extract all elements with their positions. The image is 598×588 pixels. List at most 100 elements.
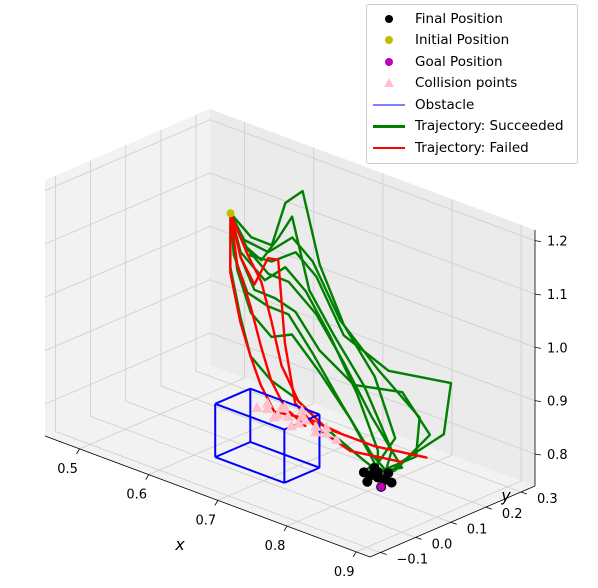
legend-handle bbox=[373, 141, 405, 155]
y-tick-label: 0.3 bbox=[537, 492, 558, 507]
y-tick bbox=[485, 506, 492, 510]
y-axis-line bbox=[369, 485, 536, 558]
collision-point bbox=[296, 410, 308, 421]
y-tick bbox=[415, 536, 422, 540]
legend-item: Obstacle bbox=[373, 94, 571, 116]
legend-item: Final Position bbox=[373, 8, 571, 30]
trajectory-succeeded bbox=[229, 211, 380, 479]
x-tick bbox=[145, 474, 150, 480]
x-tick bbox=[76, 448, 80, 455]
legend-handle bbox=[373, 33, 405, 47]
collision-point bbox=[320, 427, 332, 438]
trajectory-failed bbox=[229, 211, 428, 459]
grid-line-z bbox=[44, 225, 536, 348]
x-tick-label: 0.6 bbox=[126, 488, 147, 503]
y-tick-label: 0.1 bbox=[467, 522, 488, 537]
legend-item: Initial Position bbox=[373, 30, 571, 52]
grid-line-y bbox=[55, 175, 381, 553]
x-tick bbox=[283, 525, 288, 532]
collision-point bbox=[275, 402, 287, 413]
collision-point bbox=[320, 421, 332, 432]
final-position-point bbox=[386, 477, 397, 488]
legend-label: Trajectory: Succeeded bbox=[415, 118, 564, 135]
z-tick bbox=[534, 453, 542, 456]
trajectory-succeeded bbox=[229, 211, 453, 481]
x-axis-label: x bbox=[174, 535, 185, 554]
legend-handle bbox=[373, 119, 405, 133]
z-tick-label: 0.9 bbox=[547, 395, 568, 410]
x-tick bbox=[352, 551, 357, 558]
legend-handle bbox=[373, 12, 405, 26]
trajectory-succeeded bbox=[229, 211, 393, 489]
legend-label: Goal Position bbox=[415, 53, 503, 70]
z-tick bbox=[534, 400, 542, 403]
legend: Final Position Initial Position Goal Posit… bbox=[366, 4, 578, 164]
legend-label: Obstacle bbox=[415, 96, 475, 113]
grid-line-y bbox=[90, 160, 416, 538]
legend-label: Final Position bbox=[415, 10, 503, 27]
legend-handle bbox=[373, 98, 405, 112]
z-tick bbox=[534, 346, 542, 349]
collision-point bbox=[296, 404, 308, 415]
legend-handle bbox=[373, 76, 405, 90]
z-tick-label: 1.2 bbox=[547, 235, 568, 250]
collision-point bbox=[286, 420, 297, 431]
markers bbox=[226, 209, 397, 492]
tick-labels: 0.5 0.6 0.7 0.8 0.9 −0.10.0 0.1 0.2 0.3 0.8 0.9 1.0… bbox=[57, 235, 567, 580]
legend-label: Initial Position bbox=[415, 32, 510, 49]
x-tick bbox=[214, 500, 219, 506]
z-tick bbox=[534, 293, 542, 296]
obstacle-edge bbox=[214, 456, 285, 484]
legend-label: Trajectory: Failed bbox=[415, 139, 529, 156]
obstacle-edge bbox=[214, 441, 251, 459]
legend-item: Goal Position bbox=[373, 51, 571, 73]
y-axis-label: y bbox=[500, 486, 511, 505]
y-tick-label: 0.2 bbox=[502, 507, 523, 522]
grid-line-z bbox=[44, 332, 536, 455]
y-tick-label: 0.0 bbox=[432, 537, 453, 552]
final-position-point bbox=[383, 468, 394, 479]
collision-point bbox=[292, 417, 304, 428]
floor-pane bbox=[45, 365, 535, 557]
final-position-point bbox=[372, 466, 383, 477]
z-tick-label: 1.1 bbox=[547, 288, 568, 303]
grid-line-z bbox=[44, 172, 536, 295]
collision-point bbox=[310, 420, 322, 431]
obstacle-edge bbox=[283, 466, 320, 484]
x-tick-label: 0.5 bbox=[57, 462, 78, 477]
grid-line-z bbox=[44, 279, 536, 402]
grid-line-y bbox=[125, 145, 451, 523]
goal-position-point bbox=[377, 482, 386, 491]
axis-panes bbox=[45, 109, 535, 557]
collision-point bbox=[251, 402, 263, 412]
legend-item: Collision points bbox=[373, 73, 571, 95]
z-tick bbox=[534, 240, 542, 243]
x-tick-label: 0.8 bbox=[265, 539, 286, 554]
collision-point bbox=[310, 426, 322, 437]
trajectory-succeeded bbox=[229, 211, 376, 474]
y-tick bbox=[520, 491, 528, 495]
x-tick-label: 0.9 bbox=[334, 565, 355, 580]
y-tick bbox=[450, 521, 457, 525]
obstacle-edge bbox=[214, 387, 251, 405]
grid-line-x bbox=[148, 147, 315, 476]
grid-line-x bbox=[286, 199, 453, 527]
trajectory-succeeded bbox=[229, 211, 421, 477]
legend-label: Collision points bbox=[415, 75, 518, 92]
trajectories bbox=[229, 189, 453, 489]
collision-point bbox=[261, 397, 273, 408]
z-tick-label: 0.8 bbox=[547, 448, 568, 463]
legend-item: Trajectory: Succeeded bbox=[373, 116, 571, 138]
grid-line-x bbox=[79, 121, 246, 450]
grid-line-x bbox=[356, 224, 522, 553]
trajectory-failed bbox=[229, 211, 404, 464]
axis-lines bbox=[44, 230, 536, 558]
grid-line-z bbox=[44, 119, 536, 242]
y-tick-label: −0.1 bbox=[397, 552, 429, 567]
legend-item: Trajectory: Failed bbox=[373, 137, 571, 159]
legend-handle bbox=[373, 55, 405, 69]
z-tick-label: 1.0 bbox=[547, 341, 568, 356]
y-tick bbox=[380, 552, 387, 555]
collision-point bbox=[261, 403, 273, 414]
